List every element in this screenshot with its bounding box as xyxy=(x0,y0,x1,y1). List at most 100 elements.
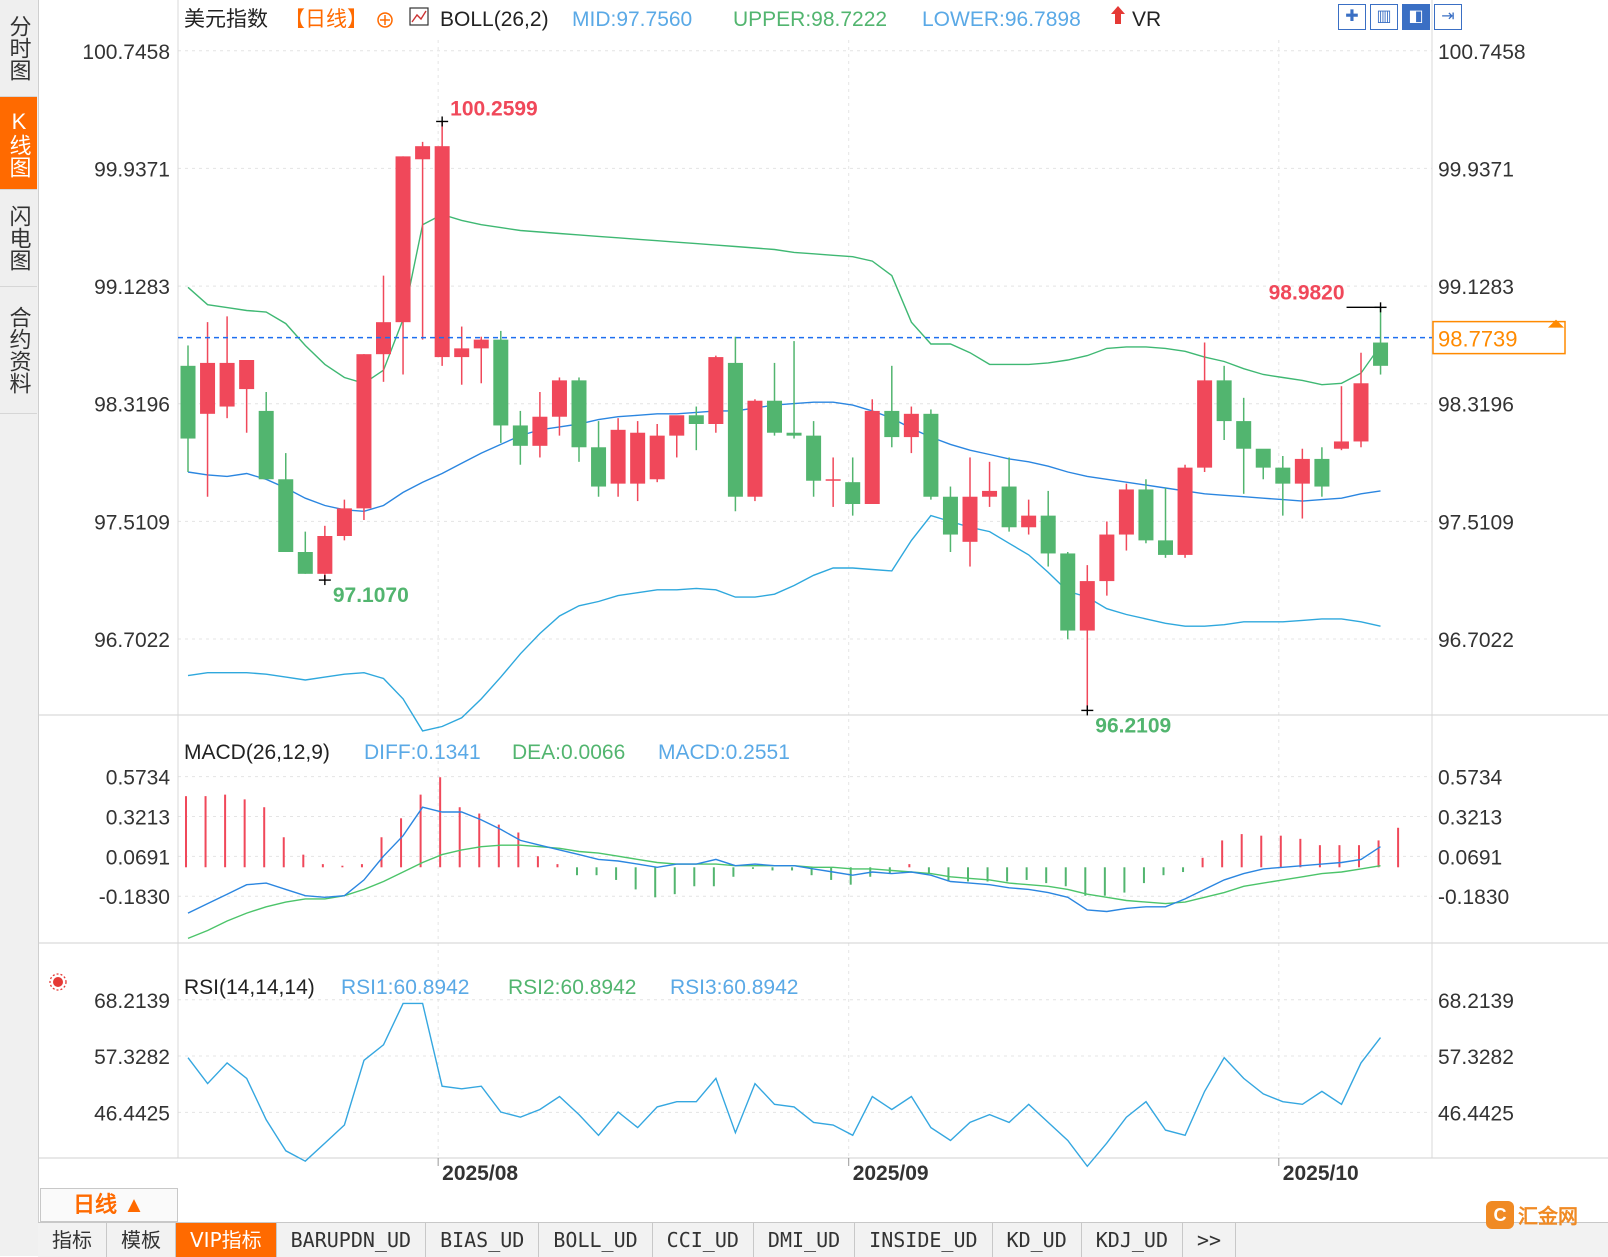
candle xyxy=(708,355,724,433)
tab-kline-chart[interactable]: K线图 xyxy=(0,97,37,190)
tab-vip-indicator[interactable]: VIP指标 xyxy=(176,1223,277,1257)
candle-body xyxy=(1021,515,1037,528)
candle xyxy=(317,525,333,582)
macd-diff: DIFF:0.1341 xyxy=(364,741,481,764)
rsi-line xyxy=(187,1002,1382,1168)
tab-boll[interactable]: BOLL_UD xyxy=(539,1223,653,1257)
candle-body xyxy=(1373,342,1389,366)
tab-more[interactable]: >> xyxy=(1183,1223,1237,1257)
date-label: 2025/08 xyxy=(442,1162,518,1185)
price-tick-label-right: 96.7022 xyxy=(1438,629,1514,652)
candle-body xyxy=(1255,448,1271,468)
logo-mark-icon: C xyxy=(1486,1200,1514,1229)
candle-body xyxy=(982,490,998,497)
extreme-label: 100.2599 xyxy=(450,97,538,120)
price-tick-label-right: 97.5109 xyxy=(1438,511,1514,534)
tab-bias[interactable]: BIAS_UD xyxy=(426,1223,540,1257)
price-overlay: 98.7739 100.2599 97.1070 96.2109 98.9820 xyxy=(178,97,1566,737)
rsi-tick-label-left: 57.3282 xyxy=(94,1046,170,1069)
rsi2-value: RSI2:60.8942 xyxy=(508,976,636,999)
arrow-up-icon[interactable] xyxy=(1111,6,1125,24)
tab-template[interactable]: 模板 xyxy=(107,1223,176,1257)
candle xyxy=(376,275,391,382)
candle-body xyxy=(1079,581,1095,631)
tab-inside[interactable]: INSIDE_UD xyxy=(855,1223,993,1257)
axes: 100.7458 100.7458 99.9371 99.9371 99.1283 99.… xyxy=(38,0,1608,1185)
candle-body xyxy=(923,413,939,497)
candle-body xyxy=(532,416,548,446)
candle-body xyxy=(962,496,978,542)
candle-body xyxy=(1294,458,1310,484)
logo-text: 汇金网 xyxy=(1518,1206,1578,1228)
candle xyxy=(532,392,548,458)
extreme-label: 96.2109 xyxy=(1095,714,1171,737)
candle xyxy=(297,531,313,574)
boll-lower-line xyxy=(187,514,1381,732)
candle xyxy=(767,362,782,436)
macd-tick-label-right: 0.3213 xyxy=(1438,807,1502,830)
candle-body xyxy=(591,447,607,487)
candle-body xyxy=(551,380,567,417)
indicator-chart-icon[interactable] xyxy=(409,7,429,26)
macd-tick-label-left: 0.0691 xyxy=(106,846,170,869)
tab-kdj[interactable]: KDJ_UD xyxy=(1082,1223,1183,1257)
tab-cci[interactable]: CCI_UD xyxy=(653,1223,754,1257)
step-right-icon[interactable]: ⇥ xyxy=(1434,4,1462,30)
macd-tick-label-right: 0.0691 xyxy=(1438,846,1502,869)
candle xyxy=(1197,342,1213,472)
candle-body xyxy=(1001,486,1017,528)
macd-tick-label-left: 0.5734 xyxy=(106,767,171,790)
tab-kd[interactable]: KD_UD xyxy=(993,1223,1082,1257)
candle xyxy=(434,121,450,366)
crosshair-icon[interactable]: ✚ xyxy=(1338,4,1366,30)
macd-tick-label-left: -0.1830 xyxy=(99,886,170,909)
period-button[interactable]: 日线 ▲ xyxy=(40,1188,178,1222)
candle xyxy=(395,156,411,375)
tab-flash-chart[interactable]: 闪电图 xyxy=(0,190,37,287)
current-price-label: 98.7739 xyxy=(1438,327,1518,352)
tab-indicator[interactable]: 指标 xyxy=(38,1223,107,1257)
candle xyxy=(864,399,880,504)
candle xyxy=(923,409,939,500)
vr-label[interactable]: VR xyxy=(1132,8,1161,31)
candle xyxy=(630,421,646,502)
candle-body xyxy=(630,432,646,484)
candle-body xyxy=(278,479,294,552)
candle-body xyxy=(669,415,685,436)
candle-body xyxy=(767,400,782,433)
candle-body xyxy=(1353,383,1369,442)
tab-contract-info[interactable]: 合约资料 xyxy=(0,287,37,414)
candle-body xyxy=(688,415,704,424)
add-circle-icon[interactable] xyxy=(377,12,393,28)
rsi3-value: RSI3:60.8942 xyxy=(670,976,798,999)
candle xyxy=(982,461,998,507)
candle xyxy=(1099,521,1115,596)
bar-chart-icon[interactable]: ▥ xyxy=(1370,4,1398,30)
candle xyxy=(649,424,665,483)
boll-upper-line xyxy=(187,213,1382,386)
candle xyxy=(200,322,216,497)
step-left-icon[interactable]: ◧ xyxy=(1402,4,1430,30)
settings-sun-icon[interactable] xyxy=(49,973,67,991)
date-label: 2025/09 xyxy=(853,1162,929,1185)
boll-lower: LOWER:96.7898 xyxy=(922,8,1081,31)
candle xyxy=(219,316,235,419)
rsi-name: RSI(14,14,14) xyxy=(184,976,315,999)
candle xyxy=(806,421,822,497)
macd-tick-label-left: 0.3213 xyxy=(106,807,170,830)
tab-timeshare-chart[interactable]: 分时图 xyxy=(0,0,37,97)
candle-body xyxy=(747,400,763,497)
period-label[interactable]: 【日线】 xyxy=(284,8,368,31)
candle xyxy=(1021,499,1037,535)
candle xyxy=(786,341,802,439)
candle xyxy=(473,336,489,384)
candle xyxy=(1333,386,1349,451)
rsi-tick-label-right: 46.4425 xyxy=(1438,1102,1514,1125)
candle-body xyxy=(180,365,196,439)
indicator-tabs: 指标 模板 VIP指标 BARUPDN_UD BIAS_UD BOLL_UD C… xyxy=(38,1222,1608,1257)
candle-body xyxy=(610,429,626,484)
tab-dmi[interactable]: DMI_UD xyxy=(754,1223,856,1257)
symbol-name: 美元指数 xyxy=(184,8,268,31)
tab-barupdn[interactable]: BARUPDN_UD xyxy=(277,1223,427,1257)
